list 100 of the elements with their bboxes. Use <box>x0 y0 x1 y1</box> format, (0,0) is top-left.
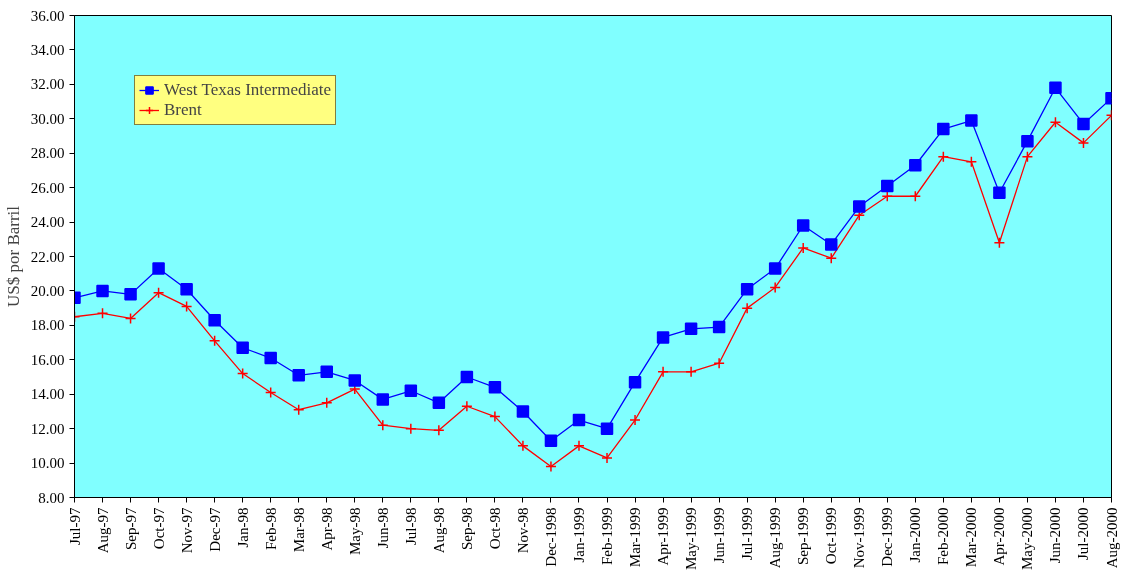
point <box>1021 134 1034 148</box>
point <box>796 219 810 232</box>
point <box>405 422 417 435</box>
x-tick-label: Sep-1999 <box>795 507 812 565</box>
point <box>741 302 753 314</box>
point <box>993 236 1006 249</box>
point <box>628 375 642 389</box>
legend-label: West Texas Intermediate <box>164 80 332 100</box>
point <box>881 179 894 193</box>
x-tick-label: Jun-2000 <box>1047 507 1064 564</box>
point <box>825 252 837 264</box>
point <box>180 300 193 313</box>
point <box>824 238 838 251</box>
x-tick-label: Aug-97 <box>94 507 111 554</box>
point <box>377 419 389 431</box>
x-tick-label: Aug-98 <box>430 507 447 554</box>
point <box>544 434 558 447</box>
point <box>909 159 922 172</box>
x-tick-label: Jul-2000 <box>1075 507 1092 560</box>
x-tick-label: Jul-1999 <box>739 507 756 560</box>
point <box>572 413 586 427</box>
point <box>1021 150 1034 163</box>
y-tick-label: 20.00 <box>30 282 65 299</box>
point <box>292 369 305 382</box>
point <box>236 367 249 380</box>
x-tick-label: Aug-1999 <box>767 507 784 569</box>
y-tick-label: 24.00 <box>30 214 65 231</box>
legend-label: Brent <box>164 100 202 120</box>
x-tick-label: Nov-1999 <box>851 507 868 569</box>
y-tick-label: 12.00 <box>30 420 65 437</box>
point <box>96 307 109 320</box>
y-tick-label: 8.00 <box>38 489 65 506</box>
point <box>685 366 697 378</box>
x-tick-label: Aug-2000 <box>1103 507 1120 569</box>
x-tick-label: Jan-98 <box>234 507 251 548</box>
point <box>124 312 137 325</box>
point <box>489 410 501 423</box>
point <box>96 284 109 298</box>
point <box>713 357 725 369</box>
x-tick-label: May-98 <box>346 507 363 555</box>
y-tick-label: 28.00 <box>30 145 65 162</box>
y-tick-label: 32.00 <box>30 76 65 93</box>
y-tick-label: 10.00 <box>30 455 65 472</box>
point <box>769 281 781 294</box>
x-tick-label: May-2000 <box>1019 507 1036 570</box>
point <box>1077 117 1090 131</box>
point <box>124 288 137 301</box>
x-tick-label: Oct-1999 <box>823 507 840 565</box>
y-axis-title: US$ por Barril <box>3 205 23 308</box>
x-tick-label: Nov-98 <box>514 507 531 554</box>
x-tick-label: Feb-2000 <box>935 507 952 565</box>
point <box>320 397 333 409</box>
x-tick-label: Jun-98 <box>374 507 391 549</box>
point <box>937 122 950 136</box>
point <box>797 242 809 254</box>
point <box>208 335 221 347</box>
y-tick-label: 36.00 <box>30 7 65 24</box>
point <box>1077 137 1090 149</box>
point <box>684 322 698 336</box>
point <box>600 422 614 435</box>
point <box>488 381 502 394</box>
x-tick-label: Feb-1999 <box>599 507 616 565</box>
point <box>292 403 305 416</box>
point <box>1049 116 1062 128</box>
point <box>740 282 754 296</box>
x-tick-label: Apr-1999 <box>655 507 672 566</box>
point <box>461 400 473 413</box>
point <box>376 393 390 406</box>
point <box>152 286 165 299</box>
x-tick-label: Dec-1998 <box>542 507 559 567</box>
x-tick-label: Jan-1999 <box>570 507 587 563</box>
point <box>601 452 613 464</box>
point <box>208 313 221 327</box>
y-tick-label: 22.00 <box>30 248 65 265</box>
point <box>264 386 277 399</box>
x-tick-label: Feb-98 <box>262 507 279 550</box>
x-tick-label: Oct-97 <box>150 507 167 550</box>
point <box>433 424 445 437</box>
point <box>909 190 922 202</box>
x-tick-label: Dec-1999 <box>879 507 896 567</box>
point <box>993 186 1006 200</box>
x-tick-label: Sep-97 <box>122 507 139 550</box>
x-tick-label: Apr-98 <box>318 507 335 551</box>
y-tick-label: 14.00 <box>30 386 65 403</box>
x-tick-label: May-1999 <box>683 507 700 570</box>
point <box>348 374 362 387</box>
point <box>264 351 277 365</box>
point <box>712 320 726 334</box>
y-tick-label: 16.00 <box>30 351 65 368</box>
x-tick-label: Jul-97 <box>66 507 83 545</box>
point <box>460 370 474 384</box>
x-tick-label: Jul-98 <box>402 507 419 545</box>
x-tick-label: Dec-97 <box>206 507 223 552</box>
point <box>516 405 530 418</box>
point <box>320 365 333 379</box>
y-tick-label: 30.00 <box>30 110 65 127</box>
y-tick-label: 26.00 <box>30 179 65 196</box>
x-tick-label: Jun-1999 <box>711 507 728 564</box>
point <box>573 440 585 452</box>
x-tick-label: Oct-98 <box>486 507 503 550</box>
